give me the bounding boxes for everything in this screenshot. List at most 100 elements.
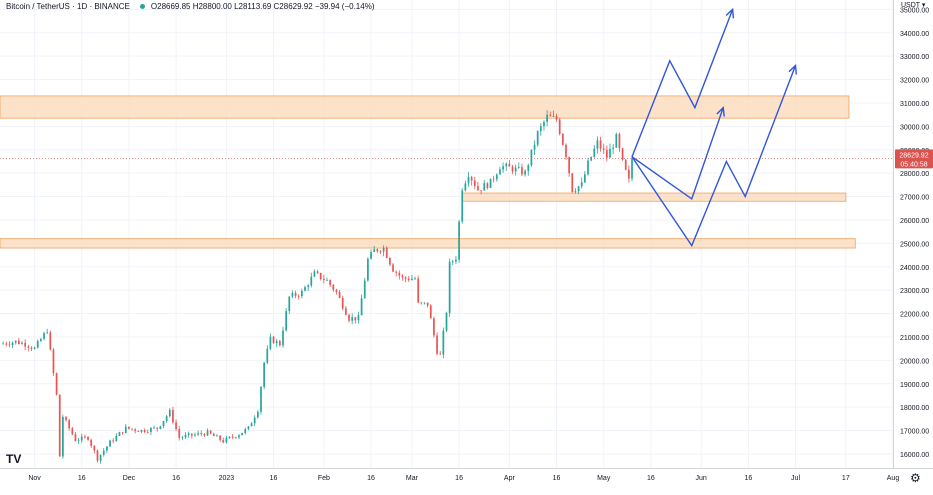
candle-body (71, 428, 74, 435)
candle-body (190, 433, 193, 436)
candle-body (96, 450, 99, 461)
candle-body (489, 178, 492, 188)
candle-body (338, 292, 341, 298)
bar-countdown-label: 05:40:58 (900, 161, 927, 168)
candle-body (499, 169, 501, 175)
candle-body (439, 353, 442, 355)
candle-body (360, 298, 363, 316)
tradingview-logo[interactable]: TV (6, 452, 22, 466)
candle-body (631, 158, 633, 179)
chart-grid (0, 0, 894, 468)
candle-body (335, 289, 338, 293)
candle-body (140, 429, 143, 432)
time-tick-label: Jun (696, 475, 707, 482)
candle-body (58, 394, 61, 457)
candle-body (445, 312, 448, 331)
candle-body (414, 278, 416, 280)
candle-body (549, 114, 552, 117)
candle-body (587, 160, 589, 175)
candle-body (33, 347, 36, 349)
time-tick-label: 16 (78, 475, 86, 482)
candle-body (628, 169, 630, 179)
price-tick-label: 30000.00 (900, 124, 929, 131)
candle-body (571, 173, 574, 193)
time-tick-label: Nov (28, 475, 41, 482)
candle-body (84, 436, 86, 438)
candle-body (219, 435, 221, 440)
time-tick-label: Dec (123, 475, 136, 482)
candle-body (225, 437, 228, 443)
candle-body (533, 144, 536, 150)
candle-body (404, 277, 407, 279)
time-tick-label: 2023 (219, 475, 235, 482)
candle-body (87, 437, 89, 440)
candle-body (436, 335, 438, 354)
candle-body (470, 177, 473, 181)
candle-body (275, 341, 278, 344)
candle-body (351, 317, 354, 321)
currency-selector[interactable]: USDT ▾ (901, 2, 926, 9)
candle-body (543, 121, 545, 127)
market-status-icon (139, 4, 145, 10)
candle-body (313, 271, 316, 277)
price-tick-label: 28000.00 (900, 171, 929, 178)
candle-body (30, 347, 33, 349)
candle-body (187, 433, 190, 436)
candle-body (461, 190, 464, 222)
candle-body (612, 147, 615, 149)
candle-body (329, 280, 332, 285)
candle-body (480, 190, 482, 192)
candle-body (260, 386, 262, 412)
price-tick-label: 31000.00 (900, 101, 929, 108)
candle-body (590, 156, 593, 161)
candle-body (420, 302, 423, 304)
candle-body (464, 183, 467, 191)
candle-body (165, 416, 168, 421)
candle-body (209, 430, 212, 434)
symbol-title[interactable]: Bitcoin / TetherUS · 1D · BINANCE (6, 2, 130, 11)
candle-body (266, 348, 269, 363)
price-tick-label: 34000.00 (900, 31, 929, 38)
candle-body (2, 343, 5, 345)
candle-body (348, 314, 350, 321)
candle-body (159, 426, 162, 429)
candle-body (316, 271, 319, 273)
candle-body (65, 416, 67, 421)
candle-body (574, 191, 577, 193)
candle-body (624, 159, 627, 170)
candle-body (473, 180, 476, 187)
price-tick-label: 22000.00 (900, 312, 929, 319)
candle-body (222, 439, 225, 443)
candle-body (304, 287, 306, 291)
candle-body (74, 434, 77, 442)
candle-body (565, 144, 567, 158)
candle-body (382, 247, 385, 252)
chart-axes: 16000.00 17000.00 18000.00 19000.00 20000.00… (0, 0, 933, 482)
price-tick-label: 21000.00 (900, 335, 929, 342)
projection-path (631, 65, 797, 248)
candle-body (90, 439, 93, 446)
candle-body (392, 264, 394, 272)
candle-body (357, 315, 360, 321)
candle-body (508, 163, 511, 167)
candle-body (580, 182, 583, 187)
ohlc-values: O28669.85 H28800.00 L28113.69 C28629.92 … (150, 2, 375, 11)
candle-body (14, 340, 17, 343)
candle-body (376, 249, 379, 252)
symbol-header: Bitcoin / TetherUS · 1D · BINANCE O28669.… (6, 2, 374, 11)
candle-body (143, 429, 146, 432)
candle-body (561, 133, 564, 145)
candle-body (367, 258, 369, 281)
candle-body (345, 308, 347, 315)
price-zone (0, 238, 856, 249)
candle-body (530, 149, 533, 166)
candle-body (216, 435, 218, 437)
candle-body (181, 437, 184, 439)
candle-body (184, 435, 187, 438)
gear-icon[interactable]: ⚙ (910, 471, 921, 485)
candle-body (128, 426, 130, 429)
candle-body (319, 272, 322, 279)
candle-body (458, 221, 460, 260)
time-tick-label: Apr (504, 475, 516, 482)
